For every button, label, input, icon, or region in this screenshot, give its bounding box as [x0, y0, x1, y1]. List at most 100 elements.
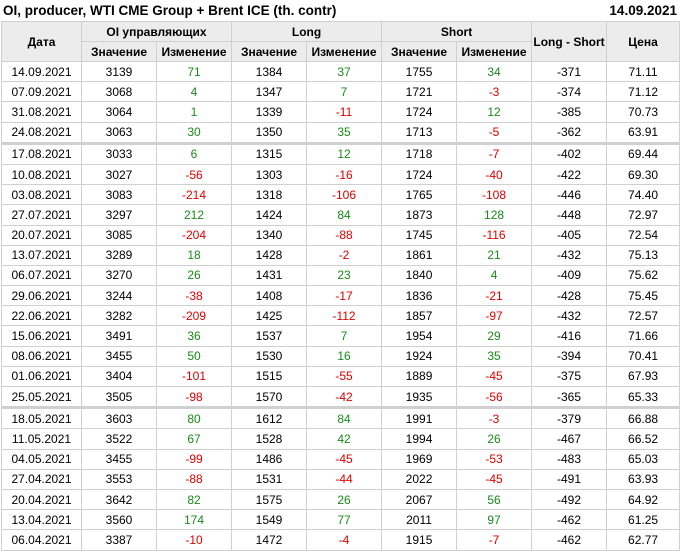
- cell-price: 75.62: [606, 264, 680, 287]
- cell-oi-change: 36: [155, 325, 233, 347]
- cell-price: 65.33: [606, 385, 680, 409]
- cell-long-change: 35: [306, 121, 383, 144]
- cell-oi-value: 3505: [81, 385, 157, 409]
- cell-price: 71.11: [606, 60, 680, 83]
- table-row: 10.08.2021 3027 -56 1303 -16 1724 -40 -422 69.30: [1, 163, 680, 186]
- cell-long-change: -45: [306, 448, 383, 470]
- cell-date: 25.05.2021: [1, 385, 82, 409]
- cell-date: 24.08.2021: [1, 121, 82, 144]
- cell-short-change: -45: [456, 468, 533, 490]
- cell-oi-change: 4: [155, 81, 233, 103]
- cell-short-value: 1935: [381, 385, 458, 409]
- cell-date: 27.04.2021: [1, 468, 82, 490]
- cell-oi-change: -10: [155, 529, 233, 551]
- table-row: 15.06.2021 3491 36 1537 7 1954 29 -416 71.66: [1, 325, 680, 347]
- cell-oi-value: 3297: [81, 204, 157, 226]
- cell-long-value: 1428: [231, 244, 308, 266]
- cell-long-short: -483: [531, 448, 608, 470]
- cell-long-short: -374: [531, 81, 608, 103]
- cell-date: 27.07.2021: [1, 204, 82, 226]
- cell-long-value: 1472: [231, 529, 308, 551]
- cell-price: 69.44: [606, 141, 680, 165]
- cell-price: 71.12: [606, 81, 680, 103]
- cell-long-value: 1486: [231, 448, 308, 470]
- cell-long-short: -416: [531, 325, 608, 347]
- table-row: 13.07.2021 3289 18 1428 -2 1861 21 -432 75.13: [1, 244, 680, 266]
- cell-short-value: 1915: [381, 529, 458, 551]
- cell-date: 20.07.2021: [1, 224, 82, 246]
- cell-price: 63.93: [606, 468, 680, 490]
- cell-short-value: 1745: [381, 224, 458, 246]
- cell-oi-value: 3603: [81, 406, 157, 430]
- cell-long-value: 1318: [231, 184, 308, 206]
- cell-long-short: -379: [531, 406, 608, 430]
- cell-short-change: -108: [456, 184, 533, 206]
- cell-long-short: -385: [531, 101, 608, 123]
- cell-oi-value: 3033: [81, 141, 157, 165]
- cell-long-change: -4: [306, 529, 383, 551]
- table-row: 03.08.2021 3083 -214 1318 -106 1765 -108 -446 74…: [1, 184, 680, 206]
- cell-long-value: 1570: [231, 385, 308, 409]
- cell-date: 03.08.2021: [1, 184, 82, 206]
- cell-long-value: 1537: [231, 325, 308, 347]
- cell-long-change: 7: [306, 325, 383, 347]
- cell-short-value: 2022: [381, 468, 458, 490]
- cell-long-change: -11: [306, 101, 383, 123]
- cell-short-change: 12: [456, 101, 533, 123]
- cell-oi-change: 1: [155, 101, 233, 123]
- cell-short-change: -45: [456, 365, 533, 388]
- cell-oi-change: -214: [155, 184, 233, 206]
- table-row: 01.06.2021 3404 -101 1515 -55 1889 -45 -375 67.9…: [1, 365, 680, 388]
- cell-oi-value: 3282: [81, 305, 157, 327]
- cell-long-short: -375: [531, 365, 608, 388]
- cell-oi-change: -204: [155, 224, 233, 246]
- cell-long-short: -409: [531, 264, 608, 287]
- cell-price: 66.52: [606, 428, 680, 450]
- cell-short-value: 1924: [381, 345, 458, 367]
- cell-date: 01.06.2021: [1, 365, 82, 388]
- cell-long-change: 37: [306, 60, 383, 83]
- cell-short-change: -7: [456, 529, 533, 551]
- cell-long-short: -446: [531, 184, 608, 206]
- cell-oi-change: -56: [155, 163, 233, 186]
- cell-oi-value: 3455: [81, 345, 157, 367]
- cell-date: 22.06.2021: [1, 305, 82, 327]
- report-title: OI, producer, WTI CME Group + Brent ICE …: [3, 3, 337, 18]
- table-row: 08.06.2021 3455 50 1530 16 1924 35 -394 70.41: [1, 345, 680, 367]
- cot-table: Дата OI управляющих Long Short Long - Sh…: [1, 21, 680, 551]
- cell-short-value: 1857: [381, 305, 458, 327]
- table-row: 31.08.2021 3064 1 1339 -11 1724 12 -385 70.73: [1, 101, 680, 123]
- cell-price: 69.30: [606, 163, 680, 186]
- cell-short-value: 1718: [381, 141, 458, 165]
- cell-long-change: 26: [306, 488, 383, 511]
- cell-price: 65.03: [606, 448, 680, 470]
- cell-price: 75.13: [606, 244, 680, 266]
- cell-short-value: 1991: [381, 406, 458, 430]
- cell-price: 75.45: [606, 285, 680, 307]
- header-long-value: Значение: [231, 41, 308, 62]
- cell-oi-value: 3522: [81, 428, 157, 450]
- header-price: Цена: [606, 21, 680, 62]
- cell-oi-value: 3244: [81, 285, 157, 307]
- cell-long-value: 1424: [231, 204, 308, 226]
- table-row: 27.04.2021 3553 -88 1531 -44 2022 -45 -491 63.93: [1, 468, 680, 490]
- cell-price: 63.91: [606, 121, 680, 144]
- cell-long-change: 84: [306, 406, 383, 430]
- cell-long-change: -42: [306, 385, 383, 409]
- cell-short-value: 1765: [381, 184, 458, 206]
- cell-oi-change: -99: [155, 448, 233, 470]
- cell-oi-change: -98: [155, 385, 233, 409]
- cell-long-value: 1549: [231, 509, 308, 531]
- cell-date: 17.08.2021: [1, 141, 82, 165]
- cell-date: 31.08.2021: [1, 101, 82, 123]
- cell-oi-change: -209: [155, 305, 233, 327]
- cell-long-change: 42: [306, 428, 383, 450]
- cell-oi-change: -101: [155, 365, 233, 388]
- cell-long-value: 1528: [231, 428, 308, 450]
- cell-short-change: -97: [456, 305, 533, 327]
- cell-short-value: 1724: [381, 101, 458, 123]
- cell-long-change: -112: [306, 305, 383, 327]
- table-row: 22.06.2021 3282 -209 1425 -112 1857 -97 -432 72.…: [1, 305, 680, 327]
- cell-oi-change: 71: [155, 60, 233, 83]
- table-row: 18.05.2021 3603 80 1612 84 1991 -3 -379 66.88: [1, 406, 680, 430]
